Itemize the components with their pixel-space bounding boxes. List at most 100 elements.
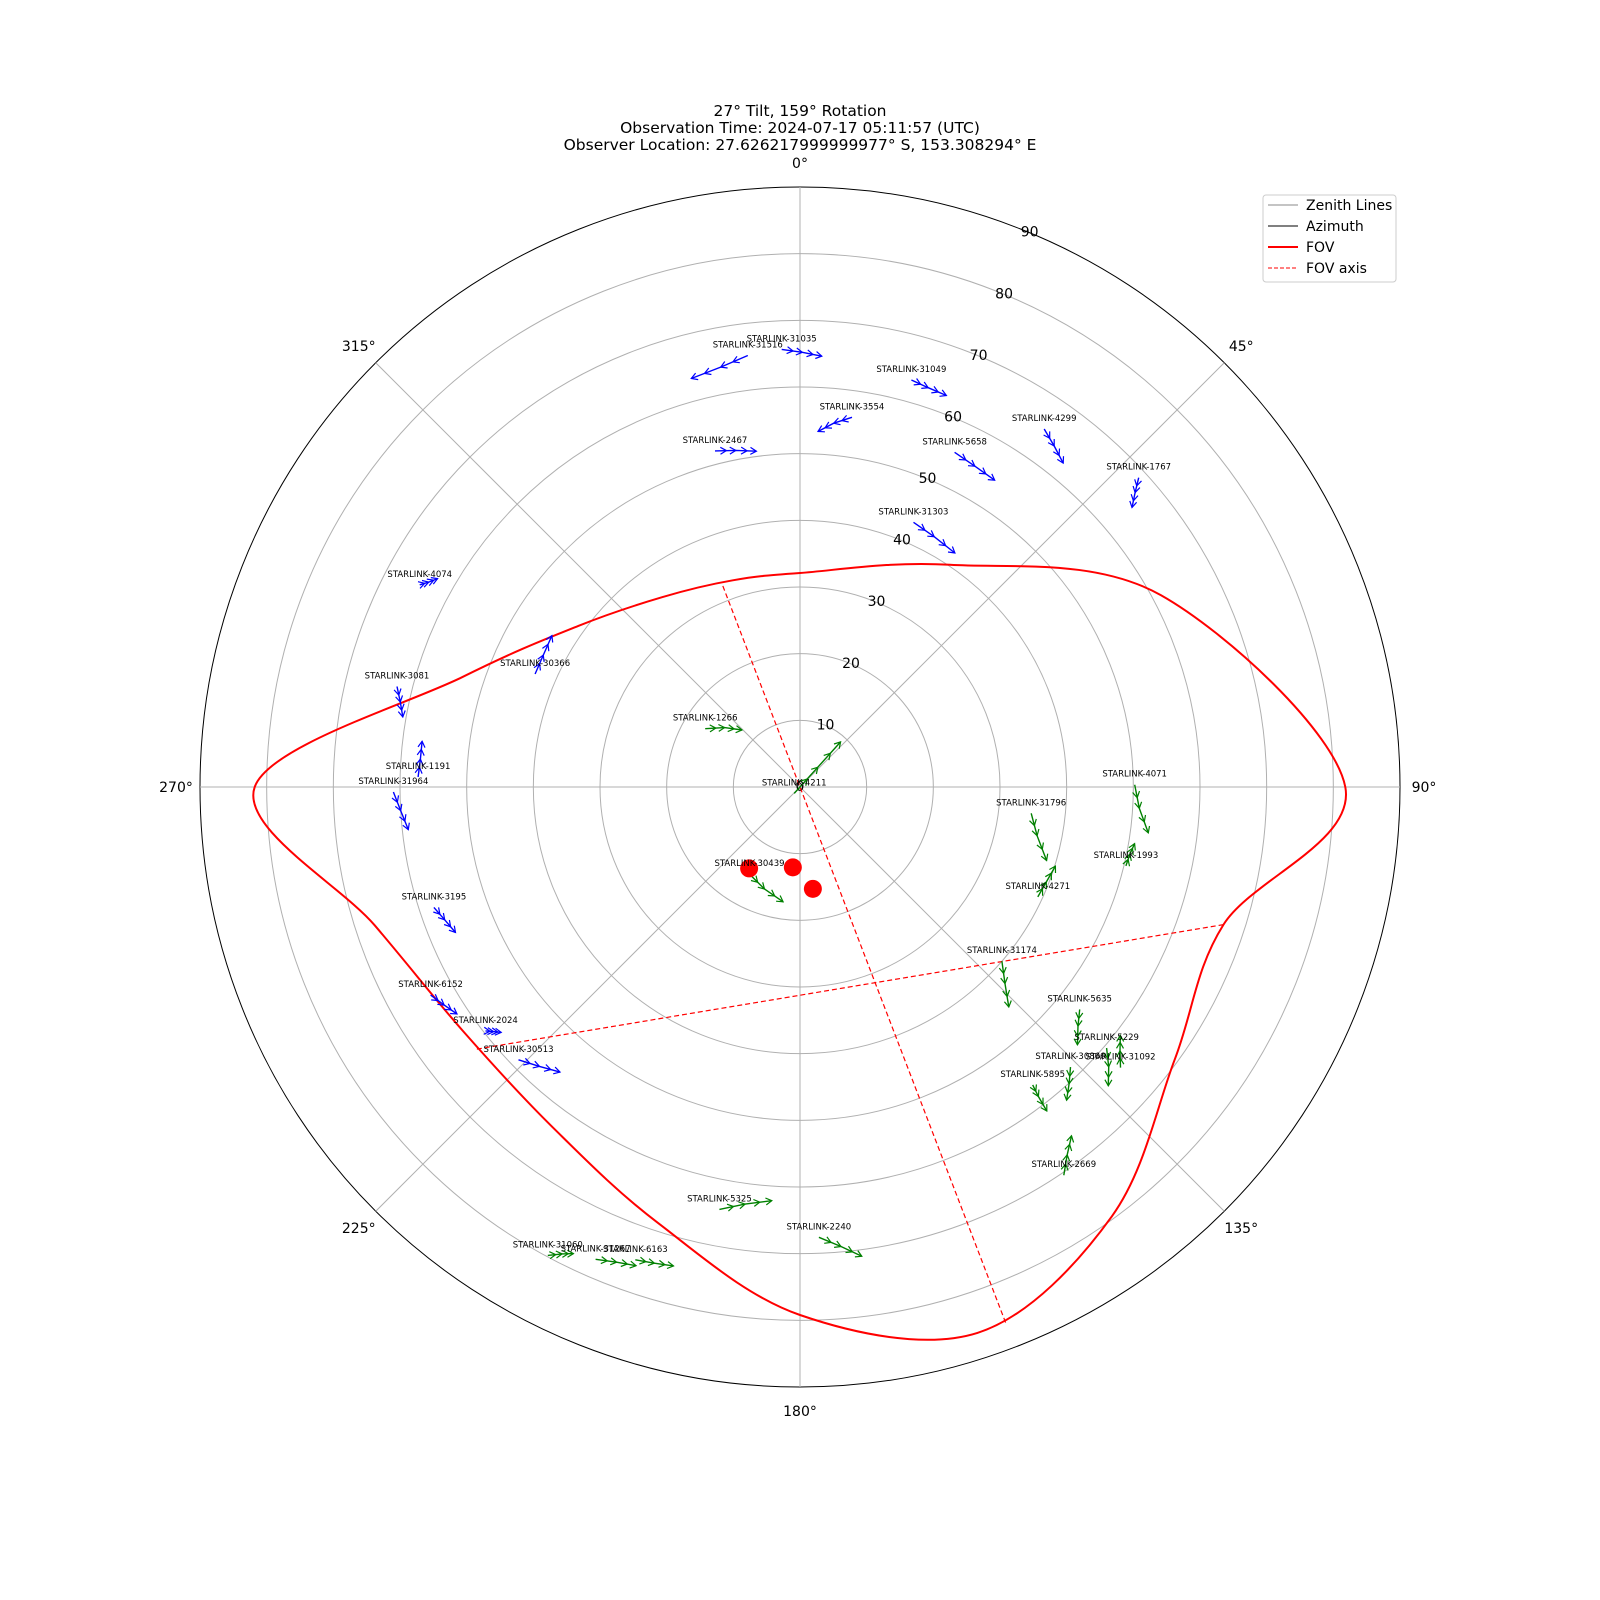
track-arrow-starlink-3554-1-1 — [816, 425, 825, 433]
track-arrow-starlink-1191-1-1 — [417, 740, 426, 748]
theta-tick-label-225: 225° — [342, 1221, 376, 1237]
track-arrow-starlink-1993-1-1 — [1128, 842, 1136, 851]
track-arrow-starlink-31049-1-1 — [939, 389, 948, 397]
track-arrow-starlink-31964-1-1 — [402, 822, 410, 831]
track-starlink-1191 — [414, 740, 426, 778]
sat-label-starlink-31516: STARLINK-31516 — [713, 340, 783, 350]
legend-frame — [1262, 194, 1397, 283]
sat-label-starlink-4211: STARLINK-4211 — [762, 778, 827, 788]
track-arrow-starlink-1767-0-1 — [1132, 485, 1141, 494]
track-arrow-starlink-31092-0-0 — [1116, 1057, 1125, 1065]
legend-label-zenith-lines: Zenith Lines — [1306, 198, 1392, 214]
track-arrow-starlink-2467-0-0 — [720, 446, 728, 455]
fov-overlay — [252, 562, 1347, 1341]
sat-label-starlink-6163: STARLINK-6163 — [603, 1245, 668, 1255]
track-arrow-starlink-4074-1-1 — [430, 577, 439, 585]
r-tick-label-30: 30 — [868, 594, 886, 610]
track-arrow-starlink-3081-1-0 — [396, 703, 405, 712]
legend: Zenith Lines Azimuth FOV FOV axis — [1262, 194, 1397, 283]
track-arrow-starlink-5229-0-0 — [1103, 1051, 1112, 1060]
track-starlink-30439 — [749, 873, 785, 903]
track-starlink-31174 — [998, 961, 1012, 1009]
track-arrow-starlink-6163-0-0 — [639, 1256, 647, 1265]
sat-label-starlink-31092: STARLINK-31092 — [1086, 1053, 1156, 1063]
track-arrow-starlink-30366-1-1 — [545, 634, 554, 643]
track-starlink-4071 — [1132, 784, 1151, 835]
r-tick-label-20: 20 — [842, 656, 860, 672]
sat-label-starlink-31796: STARLINK-31796 — [996, 798, 1066, 808]
track-starlink-2024 — [483, 1026, 503, 1036]
track-arrow-starlink-31796-1-1 — [1040, 853, 1049, 862]
track-starlink-4211 — [793, 741, 842, 794]
track-arrow-starlink-30866-1-1 — [1063, 1093, 1072, 1102]
track-arrow-starlink-30366-0-0 — [533, 662, 541, 671]
track-arrow-starlink-4271-1-0 — [1044, 872, 1052, 881]
position-marker-1 — [740, 859, 759, 878]
track-arrow-starlink-31964-1-0 — [399, 814, 407, 823]
track-arrow-starlink-3195-1-1 — [448, 925, 457, 934]
track-arrow-starlink-31796-0-1 — [1031, 828, 1040, 837]
sat-label-starlink-6152: STARLINK-6152 — [398, 980, 463, 990]
track-arrow-starlink-4299-1-0 — [1052, 448, 1061, 457]
track-arrow-starlink-4299-0-0 — [1043, 431, 1051, 440]
track-arrow-starlink-1993-1-0 — [1126, 847, 1134, 856]
track-arrow-starlink-4074-0-1 — [421, 579, 430, 588]
sat-label-starlink-2024: STARLINK-2024 — [453, 1016, 518, 1026]
track-arrow-starlink-31060-0-1 — [555, 1250, 564, 1259]
r-tick-label-60: 60 — [944, 409, 962, 425]
theta-tick-label-135: 135° — [1224, 1221, 1258, 1237]
track-starlink-4074 — [417, 577, 439, 589]
sat-label-starlink-31267: STARLINK-31267 — [561, 1244, 631, 1254]
track-arrow-starlink-2467-1-1 — [750, 446, 758, 455]
track-starlink-30513 — [518, 1057, 562, 1075]
track-arrow-starlink-1191-0-0 — [414, 766, 423, 774]
track-starlink-31796 — [1029, 813, 1049, 862]
sat-label-starlink-31049: STARLINK-31049 — [876, 365, 946, 375]
track-arrow-starlink-30513-0-1 — [532, 1060, 541, 1069]
track-arrow-starlink-31060-0-0 — [549, 1251, 557, 1260]
track-arrow-starlink-31060-1-1 — [567, 1249, 575, 1258]
track-starlink-30866 — [1063, 1067, 1075, 1102]
sat-label-starlink-3554: STARLINK-3554 — [820, 402, 885, 412]
track-arrow-starlink-2669-1-1 — [1066, 1134, 1075, 1143]
track-starlink-31035 — [781, 346, 823, 360]
track-arrow-starlink-30439-0-1 — [757, 882, 766, 890]
track-arrow-starlink-2240-1-1 — [854, 1250, 863, 1258]
fov-boundary — [252, 562, 1347, 1341]
track-arrow-starlink-6152-1-0 — [444, 1003, 453, 1011]
track-arrow-starlink-1767-1-0 — [1130, 494, 1139, 502]
track-arrow-starlink-1191-0-1 — [415, 757, 424, 766]
sat-label-starlink-30439: STARLINK-30439 — [714, 859, 784, 869]
sat-label-starlink-4074: STARLINK-4074 — [387, 570, 452, 580]
track-arrow-starlink-3081-1-1 — [397, 710, 406, 719]
sat-label-starlink-5635: STARLINK-5635 — [1047, 994, 1112, 1004]
track-arrow-starlink-4211-1-0 — [823, 752, 832, 761]
track-arrow-starlink-5895-0-1 — [1032, 1089, 1040, 1098]
track-arrow-starlink-5635-1-0 — [1073, 1030, 1082, 1038]
track-arrow-starlink-6152-1-1 — [450, 1007, 458, 1015]
track-starlink-30366 — [533, 634, 554, 675]
theta-tick-label-270: 270° — [159, 780, 193, 796]
track-arrow-starlink-5325-1-1 — [765, 1197, 773, 1206]
track-arrow-starlink-4071-1-0 — [1138, 814, 1147, 823]
title-line-tilt: 27° Tilt, 159° Rotation — [713, 102, 886, 120]
track-starlink-5895 — [1029, 1084, 1048, 1113]
sat-label-starlink-5658: STARLINK-5658 — [922, 437, 987, 447]
track-starlink-5229 — [1103, 1047, 1113, 1087]
track-arrow-starlink-3081-0-0 — [393, 688, 402, 697]
track-starlink-4299 — [1043, 428, 1065, 465]
track-arrow-starlink-31035-1-1 — [815, 351, 823, 360]
track-arrow-starlink-4071-0-0 — [1132, 790, 1141, 799]
track-arrow-starlink-3554-1-0 — [824, 421, 833, 429]
track-arrow-starlink-31516-0-1 — [719, 361, 728, 369]
track-arrow-starlink-30866-1-0 — [1064, 1086, 1073, 1095]
track-arrow-starlink-2669-0-1 — [1062, 1153, 1071, 1162]
track-arrow-starlink-31303-0-1 — [927, 530, 936, 538]
track-arrow-starlink-31035-0-1 — [795, 347, 804, 356]
track-arrow-starlink-4271-0-1 — [1039, 880, 1047, 890]
track-arrow-starlink-30439-1-1 — [776, 895, 785, 903]
track-arrow-starlink-4299-0-1 — [1047, 439, 1055, 448]
sat-label-starlink-30366: STARLINK-30366 — [500, 659, 570, 669]
track-arrow-starlink-31303-0-0 — [917, 523, 926, 531]
